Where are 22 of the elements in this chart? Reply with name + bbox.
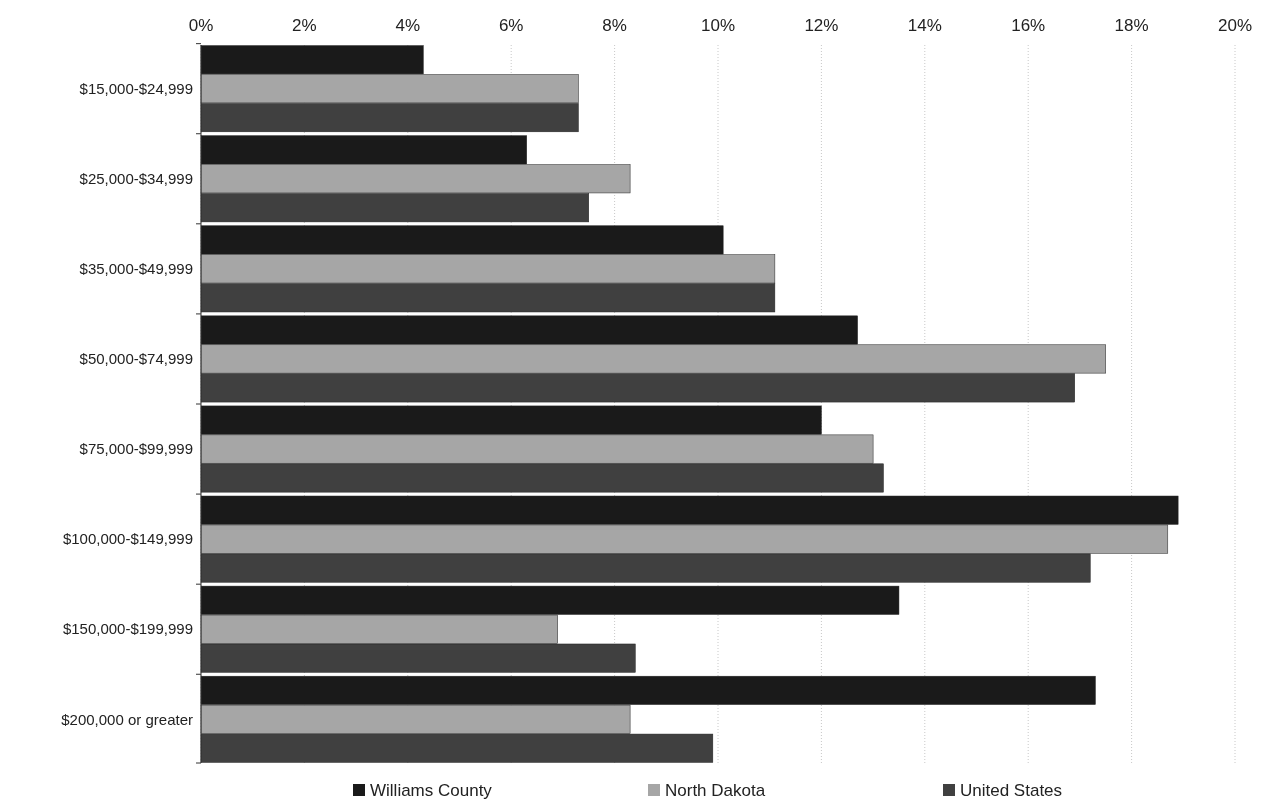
x-tick-label: 6%	[498, 16, 524, 35]
y-tick-label: $200,000 or greater	[61, 710, 193, 728]
legend-label: Williams County	[370, 781, 493, 800]
y-tick-label: $15,000-$24,999	[79, 79, 193, 97]
x-tick-label: 0%	[188, 16, 214, 35]
x-tick-label: 8%	[602, 16, 627, 35]
x-tick-label: 2%	[292, 16, 317, 35]
y-tick-label: $100,000-$149,999	[62, 530, 193, 548]
y-tick-label: $150,000-$199,999	[62, 620, 193, 638]
x-tick-label: 20%	[1217, 16, 1253, 35]
y-tick-label: $25,000-$34,999	[79, 170, 193, 188]
x-tick-label: 14%	[907, 16, 942, 35]
x-tick-label: 18%	[1114, 16, 1149, 35]
legend-label: United States	[960, 781, 1063, 800]
legend-label: North Dakota	[665, 781, 766, 800]
y-tick-label: $50,000-$74,999	[79, 350, 193, 368]
x-tick-label: 16%	[1011, 16, 1046, 35]
y-tick-label: $35,000-$49,999	[79, 260, 193, 278]
y-tick-label: $75,000-$99,999	[79, 440, 193, 458]
x-tick-label: 12%	[804, 16, 839, 35]
x-tick-label: 10%	[700, 16, 736, 35]
x-tick-label: 4%	[395, 16, 421, 35]
